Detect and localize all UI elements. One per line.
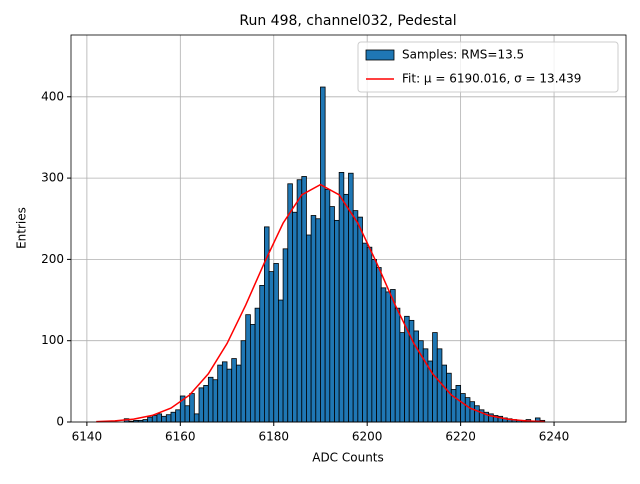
bar bbox=[464, 397, 471, 423]
bar bbox=[390, 289, 396, 423]
bar bbox=[203, 385, 209, 423]
bar bbox=[282, 248, 289, 423]
bar bbox=[450, 389, 457, 423]
y-tick-label: 300 bbox=[41, 171, 64, 185]
bar bbox=[320, 86, 326, 423]
x-tick-label: 6220 bbox=[445, 430, 476, 444]
bar bbox=[376, 267, 382, 423]
bar bbox=[254, 307, 261, 423]
bar bbox=[362, 242, 368, 423]
x-tick-label: 6240 bbox=[539, 430, 570, 444]
bar bbox=[226, 368, 233, 423]
bar bbox=[446, 372, 452, 423]
x-tick-label: 6180 bbox=[258, 430, 289, 444]
bar bbox=[315, 218, 321, 423]
x-tick-label: 6200 bbox=[352, 430, 383, 444]
y-tick-label: 0 bbox=[56, 415, 64, 429]
legend: Samples: RMS=13.5 Fit: μ = 6190.016, σ = … bbox=[357, 41, 619, 93]
bar bbox=[399, 332, 405, 423]
bar bbox=[338, 172, 345, 423]
bar bbox=[221, 361, 228, 423]
bar bbox=[165, 414, 172, 423]
bar bbox=[268, 271, 275, 423]
bar bbox=[385, 291, 391, 423]
x-axis-label: ADC Counts bbox=[312, 451, 384, 465]
bar bbox=[217, 364, 223, 423]
bar bbox=[343, 193, 349, 423]
bar bbox=[366, 246, 373, 423]
bar bbox=[441, 364, 448, 423]
bar bbox=[460, 393, 466, 423]
fit-line bbox=[96, 183, 545, 423]
bar bbox=[352, 210, 359, 423]
bar bbox=[301, 176, 307, 423]
bar bbox=[259, 285, 265, 423]
bar bbox=[310, 215, 317, 423]
bar bbox=[184, 405, 191, 423]
bar bbox=[357, 216, 363, 423]
bar bbox=[193, 413, 200, 423]
bar bbox=[324, 189, 331, 423]
x-tick-label: 6140 bbox=[72, 430, 103, 444]
bar bbox=[156, 413, 163, 423]
bar bbox=[436, 348, 443, 423]
bar bbox=[249, 324, 256, 423]
bar bbox=[170, 411, 177, 423]
bar bbox=[235, 364, 242, 423]
bar bbox=[147, 416, 153, 423]
bar bbox=[198, 387, 205, 423]
legend-swatch bbox=[365, 49, 395, 61]
bar bbox=[469, 401, 476, 423]
bar bbox=[380, 287, 387, 423]
bar bbox=[245, 314, 251, 423]
y-tick-label: 400 bbox=[41, 89, 64, 103]
x-tick-label: 6160 bbox=[165, 430, 196, 444]
axes-frame bbox=[70, 34, 627, 423]
bar bbox=[287, 183, 293, 423]
legend-box bbox=[357, 41, 619, 93]
bar bbox=[273, 263, 279, 423]
bar bbox=[292, 211, 298, 423]
bar bbox=[231, 358, 237, 423]
bar bbox=[394, 307, 401, 423]
legend-label: Samples: RMS=13.5 bbox=[402, 48, 524, 62]
legend-label: Fit: μ = 6190.016, σ = 13.439 bbox=[402, 72, 581, 86]
bar bbox=[278, 299, 284, 423]
y-axis-label: Entries bbox=[15, 207, 29, 249]
y-tick-label: 200 bbox=[41, 252, 64, 266]
bar bbox=[175, 409, 181, 423]
bar bbox=[371, 258, 377, 423]
bar bbox=[329, 206, 335, 423]
bar bbox=[189, 393, 195, 423]
bar bbox=[474, 405, 480, 423]
bar bbox=[334, 219, 340, 423]
bar bbox=[151, 415, 158, 423]
bar bbox=[240, 340, 247, 423]
y-tick-label: 100 bbox=[41, 333, 64, 347]
bar bbox=[207, 376, 214, 423]
chart-title: Run 498, channel032, Pedestal bbox=[239, 13, 456, 29]
bar bbox=[212, 379, 219, 423]
bar bbox=[306, 234, 312, 423]
bar bbox=[296, 179, 303, 423]
bar bbox=[161, 415, 167, 423]
bar bbox=[455, 385, 462, 423]
